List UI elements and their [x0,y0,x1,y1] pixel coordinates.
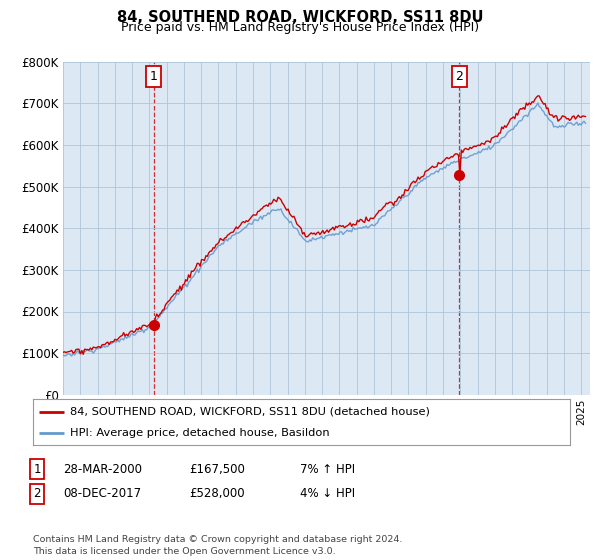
Text: 84, SOUTHEND ROAD, WICKFORD, SS11 8DU: 84, SOUTHEND ROAD, WICKFORD, SS11 8DU [117,10,483,25]
Text: 1: 1 [34,463,41,476]
Text: 2: 2 [34,487,41,501]
Text: 1: 1 [149,70,157,83]
Text: 28-MAR-2000: 28-MAR-2000 [63,463,142,476]
Text: 4% ↓ HPI: 4% ↓ HPI [300,487,355,501]
Text: HPI: Average price, detached house, Basildon: HPI: Average price, detached house, Basi… [70,428,329,438]
Text: 08-DEC-2017: 08-DEC-2017 [63,487,141,501]
Text: £528,000: £528,000 [189,487,245,501]
Text: 84, SOUTHEND ROAD, WICKFORD, SS11 8DU (detached house): 84, SOUTHEND ROAD, WICKFORD, SS11 8DU (d… [70,407,430,417]
Text: Price paid vs. HM Land Registry's House Price Index (HPI): Price paid vs. HM Land Registry's House … [121,21,479,34]
Text: 7% ↑ HPI: 7% ↑ HPI [300,463,355,476]
Text: 2: 2 [455,70,463,83]
Text: £167,500: £167,500 [189,463,245,476]
Text: Contains HM Land Registry data © Crown copyright and database right 2024.
This d: Contains HM Land Registry data © Crown c… [33,535,403,556]
